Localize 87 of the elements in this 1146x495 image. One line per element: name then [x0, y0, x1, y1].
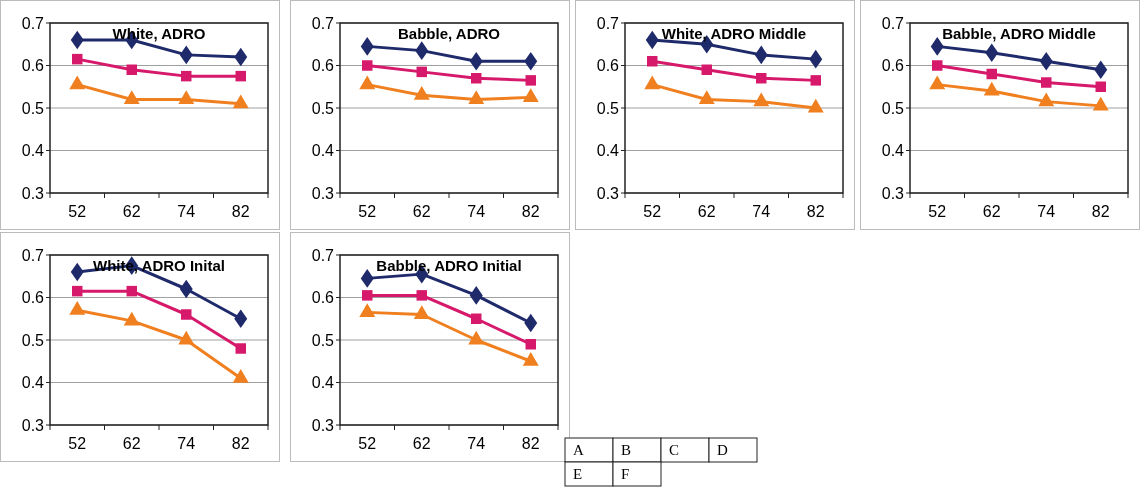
y-tick-label: 0.7 [596, 14, 620, 32]
text: F [621, 466, 630, 482]
y-tick-label: 0.3 [21, 416, 45, 434]
y-tick-label: 0.4 [21, 374, 45, 392]
text: A [573, 442, 584, 458]
point [123, 311, 140, 326]
y-tick-label: 0.3 [21, 184, 45, 202]
point [232, 369, 249, 383]
y-tick-label: 0.4 [881, 142, 905, 160]
y-tick-label: 0.4 [21, 142, 45, 160]
point [359, 303, 376, 317]
y-tick-label: 0.5 [311, 99, 335, 117]
x-tick-label: 62 [982, 203, 1001, 220]
point [126, 285, 137, 297]
point [469, 286, 483, 305]
y-tick-label: 0.7 [21, 246, 45, 264]
point [360, 269, 374, 288]
y-tick-label: 0.3 [311, 184, 335, 202]
y-tick-label: 0.4 [596, 142, 620, 160]
point [468, 330, 485, 345]
point [522, 352, 539, 366]
point [70, 262, 84, 282]
point [362, 290, 373, 301]
point [234, 309, 248, 329]
x-tick-label: 74 [752, 203, 771, 220]
chart-title: Babble, ADRO Middle [942, 25, 1096, 42]
x-tick-label: 52 [358, 435, 377, 452]
y-tick-label: 0.5 [881, 99, 905, 117]
point [235, 343, 246, 354]
y-tick-label: 0.5 [311, 331, 335, 349]
x-tick-label: 82 [231, 203, 250, 220]
x-tick-label: 62 [122, 203, 141, 220]
chart-title: White, ADRO [112, 25, 206, 42]
x-tick-label: 74 [1037, 203, 1056, 220]
point [72, 285, 83, 297]
point [181, 309, 192, 320]
y-tick-label: 0.4 [311, 142, 335, 160]
x-tick-label: 62 [412, 435, 431, 452]
y-tick-label: 0.3 [596, 184, 620, 202]
x-tick-label: 52 [68, 435, 87, 452]
x-tick-label: 82 [521, 203, 540, 220]
point [69, 301, 86, 315]
x-tick-label: 62 [412, 203, 431, 220]
x-tick-label: 52 [928, 203, 947, 220]
y-tick-label: 0.6 [596, 57, 620, 75]
y-tick-label: 0.7 [311, 14, 335, 32]
x-tick-label: 52 [358, 203, 377, 220]
y-tick-label: 0.5 [21, 331, 45, 349]
text: B [621, 442, 632, 458]
x-tick-label: 74 [177, 203, 196, 220]
y-tick-label: 0.6 [21, 289, 45, 307]
chart-title: Babble, ADRO Initial [376, 257, 522, 274]
x-tick-label: 82 [231, 435, 250, 452]
y-tick-label: 0.3 [311, 416, 335, 434]
y-tick-label: 0.5 [21, 99, 45, 117]
x-tick-label: 74 [177, 435, 196, 452]
point [178, 330, 195, 345]
y-tick-label: 0.6 [311, 289, 335, 307]
x-tick-label: 74 [467, 203, 486, 220]
y-tick-label: 0.7 [21, 14, 45, 32]
x-tick-label: 82 [806, 203, 825, 220]
chart-title: Babble, ADRO [398, 25, 501, 42]
x-tick-label: 52 [643, 203, 662, 220]
point [471, 313, 482, 324]
y-tick-label: 0.5 [596, 99, 620, 117]
point [525, 339, 536, 350]
y-tick-label: 0.6 [311, 57, 335, 75]
point [524, 313, 538, 333]
y-tick-label: 0.7 [311, 246, 335, 264]
chart-title: White, ADRO Middle [661, 25, 807, 42]
text: E [573, 466, 583, 482]
x-tick-label: 52 [68, 203, 87, 220]
y-tick-label: 0.6 [881, 57, 905, 75]
y-tick-label: 0.6 [21, 57, 45, 75]
point [416, 290, 427, 301]
point [413, 305, 430, 320]
x-tick-label: 82 [1091, 203, 1110, 220]
x-tick-label: 62 [122, 435, 141, 452]
y-tick-label: 0.4 [311, 374, 335, 392]
text: C [669, 442, 680, 458]
y-tick-label: 0.3 [881, 184, 905, 202]
point [179, 279, 193, 299]
x-tick-label: 82 [521, 435, 540, 452]
y-tick-label: 0.7 [881, 14, 905, 32]
x-tick-label: 62 [697, 203, 716, 220]
text: D [717, 442, 728, 458]
x-tick-label: 74 [467, 435, 486, 452]
